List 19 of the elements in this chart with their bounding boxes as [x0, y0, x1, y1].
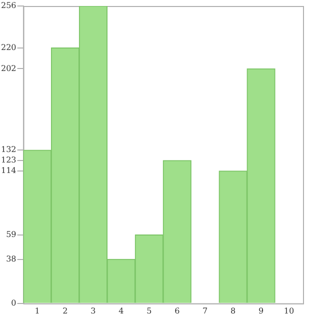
x-tick-label: 1	[34, 306, 40, 316]
x-tick-label: 10	[284, 306, 294, 316]
y-tick-label: 202	[0, 64, 16, 73]
y-tick-label: 38	[6, 254, 16, 264]
y-tick-label: 114	[0, 166, 16, 176]
x-tick-label: 8	[230, 306, 236, 316]
x-tick-label: 6	[174, 306, 180, 316]
y-tick-label: 256	[0, 1, 16, 10]
y-tick-label: 0	[11, 298, 16, 308]
x-tick-label: 9	[258, 306, 264, 316]
x-tick-label: 5	[146, 306, 152, 316]
x-tick-label: 2	[62, 306, 68, 316]
x-tick-label: 3	[90, 306, 96, 316]
y-tick-label: 59	[6, 230, 16, 239]
y-tick-label: 220	[0, 42, 16, 52]
y-tick-label: 132	[0, 145, 16, 154]
y-tick-label: 123	[0, 156, 16, 165]
x-tick-label: 7	[202, 306, 208, 316]
x-tick-label: 4	[118, 306, 124, 316]
